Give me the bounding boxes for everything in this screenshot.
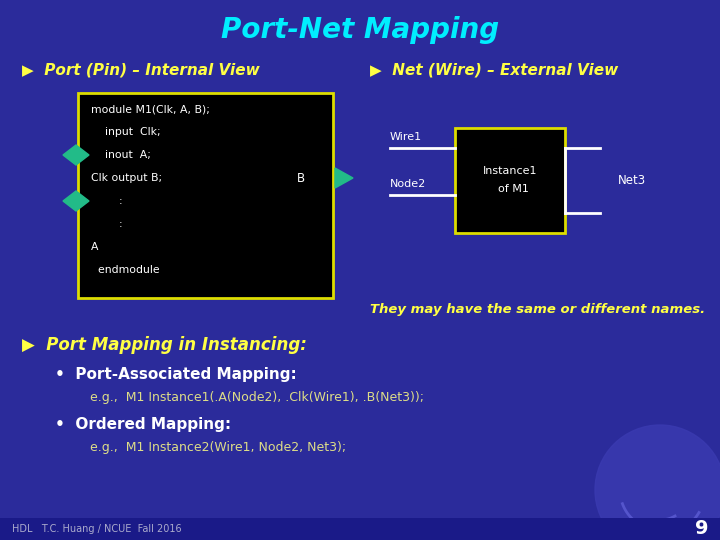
Text: endmodule: endmodule	[84, 265, 160, 275]
Text: Node2: Node2	[390, 179, 426, 189]
Text: •  Ordered Mapping:: • Ordered Mapping:	[55, 416, 231, 431]
Text: Wire1: Wire1	[390, 132, 422, 142]
Circle shape	[595, 425, 720, 540]
Text: Instance1: Instance1	[482, 166, 537, 177]
Text: :: :	[84, 196, 122, 206]
Text: input  Clk;: input Clk;	[84, 127, 161, 137]
Text: Port-Net Mapping: Port-Net Mapping	[221, 16, 499, 44]
Polygon shape	[63, 191, 89, 211]
Bar	[455, 128, 565, 233]
Bar	[78, 93, 333, 298]
Polygon shape	[63, 145, 89, 165]
Bar	[0, 518, 720, 540]
Polygon shape	[335, 168, 353, 188]
Text: 9: 9	[695, 519, 708, 538]
Text: :: :	[84, 219, 122, 229]
Text: •  Port-Associated Mapping:: • Port-Associated Mapping:	[55, 367, 297, 381]
Text: A: A	[84, 242, 99, 252]
Text: e.g.,  M1 Instance1(.A(Node2), .Clk(Wire1), .B(Net3));: e.g., M1 Instance1(.A(Node2), .Clk(Wire1…	[90, 392, 424, 404]
Text: of M1: of M1	[491, 185, 529, 194]
Text: inout  A;: inout A;	[84, 150, 151, 160]
Text: ▶  Port Mapping in Instancing:: ▶ Port Mapping in Instancing:	[22, 336, 307, 354]
Text: module M1(Clk, A, B);: module M1(Clk, A, B);	[84, 104, 210, 114]
Text: ▶  Net (Wire) – External View: ▶ Net (Wire) – External View	[370, 63, 618, 78]
Text: They may have the same or different names.: They may have the same or different name…	[370, 303, 705, 316]
Text: Net3: Net3	[618, 173, 646, 186]
Text: e.g.,  M1 Instance2(Wire1, Node2, Net3);: e.g., M1 Instance2(Wire1, Node2, Net3);	[90, 442, 346, 455]
Text: Clk output B;: Clk output B;	[84, 173, 162, 183]
Text: HDL   T.C. Huang / NCUE  Fall 2016: HDL T.C. Huang / NCUE Fall 2016	[12, 524, 181, 534]
Text: B: B	[297, 172, 305, 185]
Text: ▶  Port (Pin) – Internal View: ▶ Port (Pin) – Internal View	[22, 63, 260, 78]
